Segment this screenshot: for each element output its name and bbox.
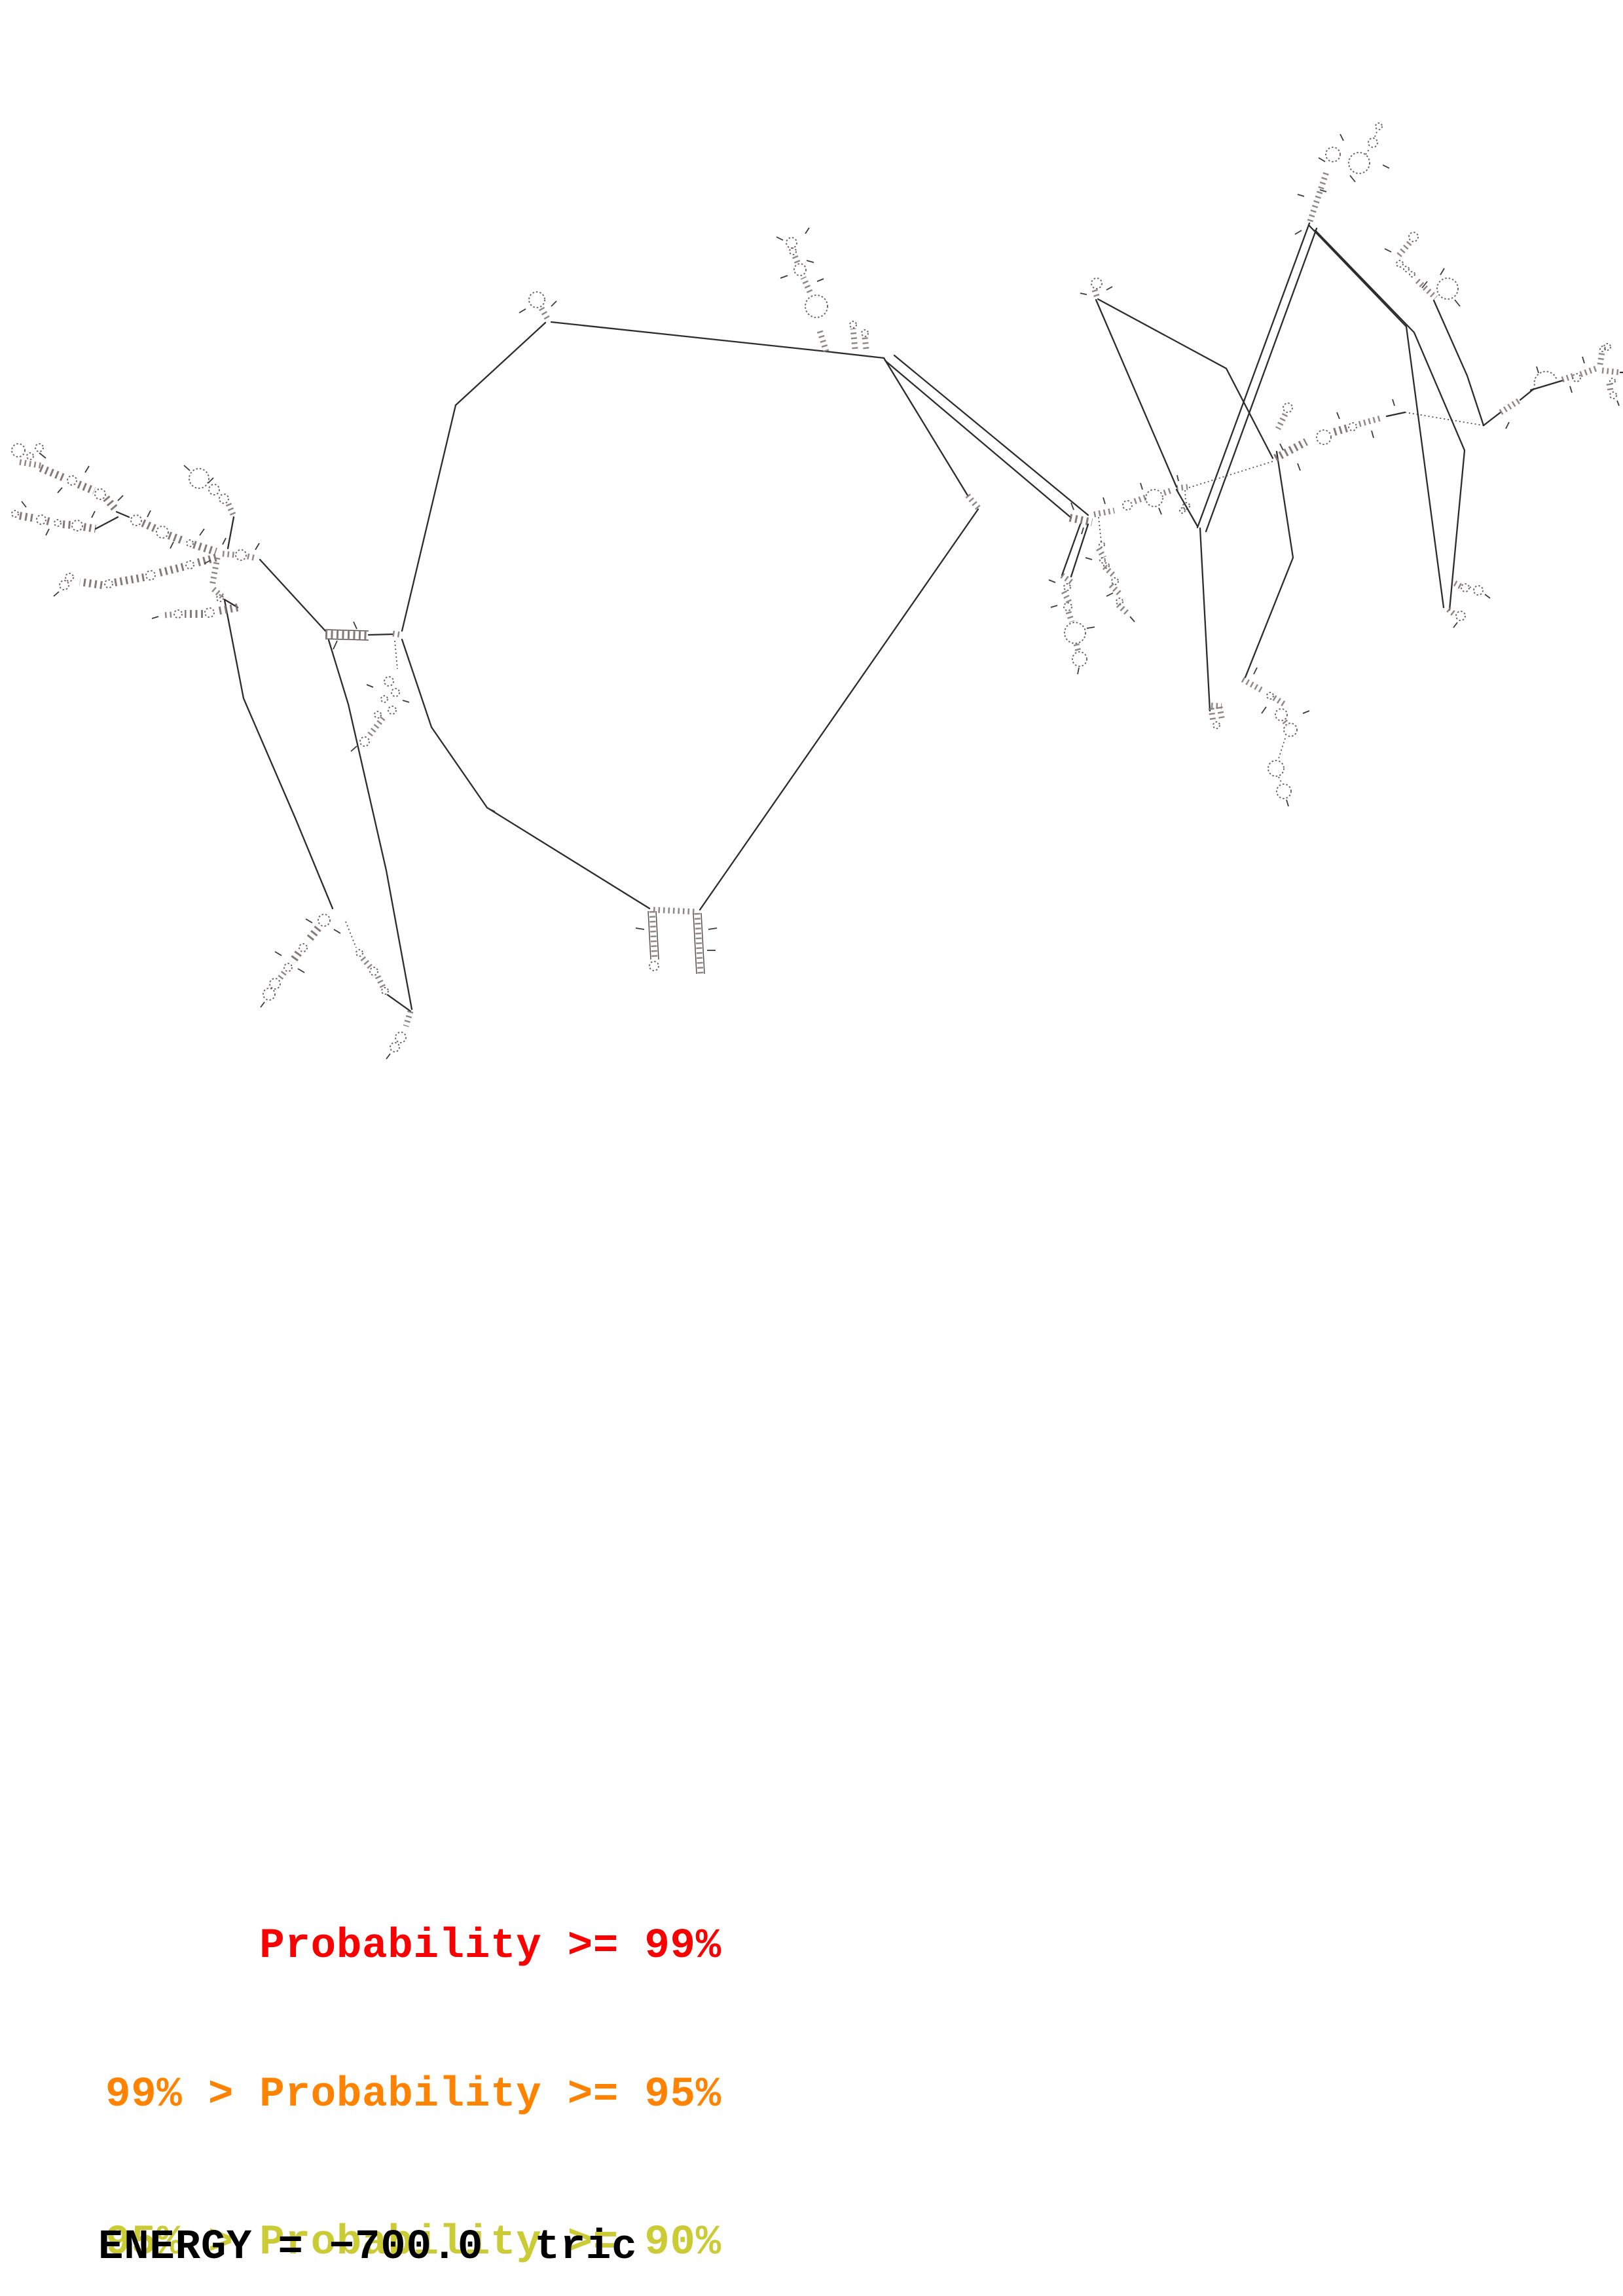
lower-left-cluster xyxy=(260,914,414,1060)
hanging-mid-cluster xyxy=(350,640,410,752)
central-loop xyxy=(223,291,1089,1011)
legend-row-99: Probability >= 99% xyxy=(105,1923,721,1970)
far-right-chain xyxy=(1482,343,1623,429)
legend-row-95-99: 99% > Probability >= 95% xyxy=(105,2071,721,2119)
energy-label: ENERGY = −700.0 tric xyxy=(98,2224,638,2271)
mid-right-cluster xyxy=(1175,222,1318,807)
stem-b-helix xyxy=(776,227,869,353)
probability-legend: Probability >= 99% 99% > Probability >= … xyxy=(105,1823,721,2296)
rna-structure-drawing xyxy=(11,122,1623,1060)
top-right-cluster xyxy=(1294,122,1390,235)
right-tall-structure xyxy=(1307,224,1491,628)
left-branch-cluster xyxy=(11,443,260,619)
junction-cluster xyxy=(1048,278,1274,675)
legend-row-90-95: 95% > Probability >= 90% xyxy=(105,2219,721,2267)
mid-chain xyxy=(1188,399,1484,488)
